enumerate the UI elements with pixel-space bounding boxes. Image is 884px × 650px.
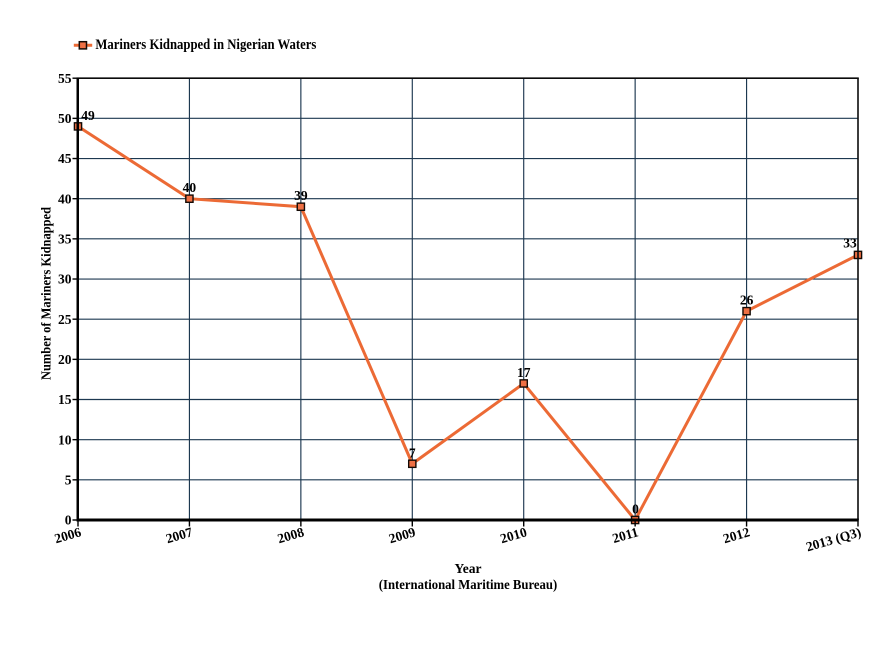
svg-text:49: 49 [81, 108, 95, 123]
svg-text:35: 35 [58, 232, 72, 247]
svg-text:55: 55 [58, 71, 72, 86]
svg-text:26: 26 [740, 293, 754, 308]
svg-text:17: 17 [517, 365, 531, 380]
svg-text:2006: 2006 [53, 524, 83, 546]
svg-text:30: 30 [58, 272, 72, 287]
svg-text:7: 7 [409, 445, 416, 460]
svg-text:2008: 2008 [276, 524, 306, 546]
svg-text:0: 0 [65, 513, 72, 528]
svg-text:33: 33 [843, 236, 857, 251]
svg-text:15: 15 [58, 392, 72, 407]
svg-text:2013 (Q3): 2013 (Q3) [804, 524, 863, 554]
svg-text:5: 5 [65, 473, 72, 488]
svg-text:10: 10 [58, 432, 72, 447]
svg-text:(International Maritime Bureau: (International Maritime Bureau) [379, 577, 557, 592]
svg-text:45: 45 [58, 151, 72, 166]
svg-text:2010: 2010 [498, 524, 528, 546]
svg-text:25: 25 [58, 312, 72, 327]
svg-text:2011: 2011 [611, 524, 641, 546]
svg-text:Number of Mariners Kidnapped: Number of Mariners Kidnapped [40, 207, 55, 380]
svg-text:Year: Year [455, 561, 482, 576]
svg-text:39: 39 [294, 188, 308, 203]
svg-text:0: 0 [632, 502, 639, 517]
svg-text:2009: 2009 [387, 524, 417, 546]
svg-text:2007: 2007 [164, 524, 194, 546]
svg-text:40: 40 [58, 191, 72, 206]
svg-text:20: 20 [58, 352, 72, 367]
svg-text:2012: 2012 [721, 524, 751, 546]
svg-text:40: 40 [183, 180, 197, 195]
svg-text:Mariners Kidnapped in Nigerian: Mariners Kidnapped in Nigerian Waters [95, 37, 316, 53]
svg-text:50: 50 [58, 111, 72, 126]
